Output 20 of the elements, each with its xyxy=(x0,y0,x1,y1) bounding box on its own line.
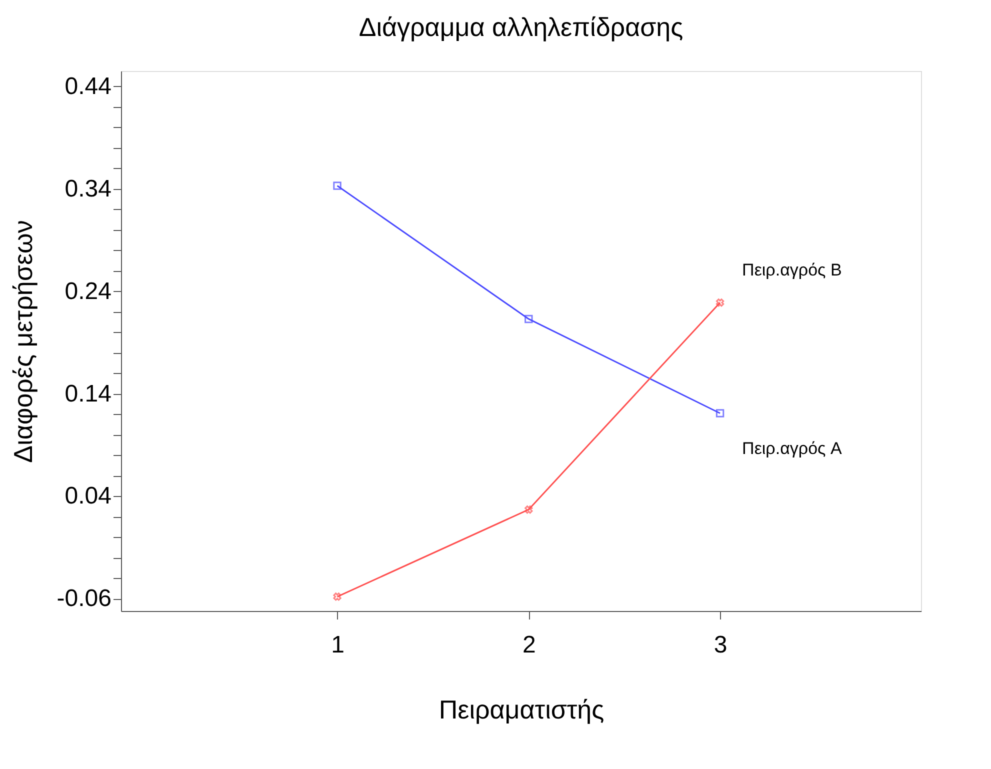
y-tick-label: 0.44 xyxy=(64,72,112,100)
series-label: Πειρ.αγρός A xyxy=(742,439,842,458)
y-tick-label: 0.34 xyxy=(64,175,112,202)
x-tick-label: 3 xyxy=(714,632,728,658)
x-tick-label: 1 xyxy=(331,632,344,658)
chart-title: Διάγραμμα αλληλεπίδρασης xyxy=(358,12,684,42)
y-tick-label: -0.06 xyxy=(56,585,112,612)
point xyxy=(333,592,342,601)
point xyxy=(524,505,533,514)
y-tick-label: 0.04 xyxy=(64,482,112,510)
y-axis-title: Διαφορές μετρήσεων xyxy=(8,220,38,463)
x-axis-title: Πειραματιστής xyxy=(438,694,604,724)
point xyxy=(524,314,533,324)
x-tick-label: 2 xyxy=(522,632,536,658)
y-tick-label: 0.24 xyxy=(64,278,112,305)
point xyxy=(716,409,724,418)
point xyxy=(716,298,724,307)
series-label: Πειρ.αγρός B xyxy=(742,260,842,280)
point xyxy=(333,182,342,190)
y-tick-label: 0.14 xyxy=(64,380,112,408)
